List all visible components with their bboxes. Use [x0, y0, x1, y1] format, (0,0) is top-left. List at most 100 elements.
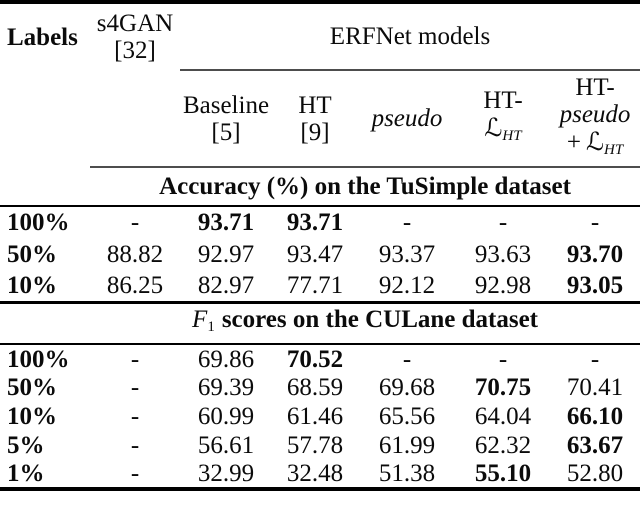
column-header-s4gan: s4GAN [32] [90, 2, 180, 70]
column-header-ht-pseudo-lht: HT- pseudo + ℒHT [550, 70, 640, 168]
metric-cell: - [402, 209, 412, 236]
metric-cell: 69.68 [378, 374, 436, 401]
metric-cell: 93.37 [378, 240, 436, 268]
metric-cell: - [498, 209, 508, 236]
metric-cell: 77.71 [272, 270, 358, 304]
metric-cell: 57.78 [286, 432, 344, 459]
row-label: 1% [7, 460, 45, 487]
table-row: 5% - 56.61 57.78 61.99 62.32 63.67 [0, 431, 640, 460]
section-title-text: scores on the CULane dataset [221, 305, 538, 333]
row-label: 10% [0, 270, 90, 304]
column-header-ht-lht: HT- ℒHT [456, 70, 550, 168]
row-label: 100% [7, 209, 70, 236]
table-row: 10% 86.25 82.97 77.71 92.12 92.98 93.05 [0, 270, 640, 304]
loss-subscript: HT [502, 128, 522, 144]
ht-name: HT [298, 91, 332, 119]
metric-cell: 93.63 [474, 240, 532, 268]
metric-cell: 93.71 [286, 209, 344, 236]
header-row-groups: Labels s4GAN [32] ERFNet models [0, 2, 640, 71]
row-label: 5% [7, 432, 45, 459]
metric-cell: 55.10 [474, 460, 532, 487]
empty-cell [90, 70, 180, 168]
metric-cell: 60.99 [197, 403, 255, 430]
metric-cell: 92.12 [358, 270, 456, 304]
f1-subscript: 1 [207, 318, 215, 335]
loss-subscript: HT [603, 141, 624, 158]
ht-lht-loss: ℒHT [456, 114, 550, 150]
metric-cell: - [130, 460, 140, 487]
metric-cell: 62.32 [474, 432, 532, 459]
metric-cell: 92.98 [456, 270, 550, 304]
metric-cell: - [590, 345, 600, 373]
metric-cell: 93.70 [566, 240, 624, 268]
section-title-culane: F1 scores on the CULane dataset [90, 302, 640, 345]
metric-cell: 93.05 [550, 270, 640, 304]
empty-cell [0, 70, 90, 167]
ht-lht-prefix: HT- [483, 87, 523, 114]
labels-column-header: Labels [7, 23, 78, 51]
metric-cell: 69.39 [197, 374, 255, 401]
ht-citation: [9] [300, 118, 330, 146]
row-label: 50% [7, 240, 57, 268]
ht-pseudo-loss: + ℒHT [550, 128, 640, 164]
row-label: 100% [7, 345, 70, 373]
table-row: 10% - 60.99 61.46 65.56 64.04 66.10 [0, 402, 640, 431]
group-header-erfnet-models: ERFNet models [180, 2, 640, 71]
metric-cell: 93.47 [286, 240, 344, 268]
metric-cell: 32.99 [197, 460, 255, 487]
baseline-citation: [5] [211, 118, 241, 146]
table-row: 50% - 69.39 68.59 69.68 70.75 70.41 [0, 373, 640, 402]
metric-cell: 65.56 [378, 403, 436, 430]
metric-cell: 63.67 [566, 432, 624, 459]
metric-cell: - [498, 345, 508, 373]
plus-sign: + [566, 128, 581, 156]
metric-cell: - [590, 209, 600, 236]
metric-cell: - [402, 345, 412, 373]
metric-cell: 32.48 [286, 460, 344, 487]
baseline-name: Baseline [182, 91, 270, 119]
table-row: 1% - 32.99 32.48 51.38 55.10 52.80 [0, 460, 640, 489]
metric-cell: - [130, 209, 140, 236]
ht-pseudo-prefix: HT- [575, 73, 615, 101]
row-label: 50% [7, 374, 57, 401]
column-header-baseline: Baseline [5] [180, 70, 272, 168]
f1-symbol: F [192, 305, 208, 333]
metric-cell: 66.10 [566, 403, 624, 430]
section-title-tusimple: Accuracy (%) on the TuSimple dataset [90, 167, 640, 207]
metric-cell: 61.46 [286, 403, 344, 430]
metric-cell: - [130, 345, 140, 373]
metric-cell: - [130, 432, 140, 459]
metric-cell: 70.75 [474, 374, 532, 401]
table-row: 50% 88.82 92.97 93.47 93.37 93.63 93.70 [0, 238, 640, 270]
metric-cell: 64.04 [474, 403, 532, 430]
metric-cell: 68.59 [286, 374, 344, 401]
metric-cell: 70.41 [566, 374, 624, 401]
metric-cell: 93.71 [197, 209, 255, 236]
metric-cell: 51.38 [378, 460, 436, 487]
metric-cell: 56.61 [197, 432, 255, 459]
section-header-tusimple: Accuracy (%) on the TuSimple dataset [0, 167, 640, 207]
metric-cell: - [130, 374, 140, 401]
results-table: Labels s4GAN [32] ERFNet models Baseline… [0, 0, 640, 491]
metric-cell: 69.86 [197, 345, 255, 373]
empty-cell [0, 302, 90, 345]
section-header-culane: F1 scores on the CULane dataset [0, 302, 640, 345]
metric-cell: 92.97 [197, 240, 255, 268]
s4gan-name: s4GAN [96, 10, 174, 37]
header-row-models: Baseline [5] HT [9] pseudo HT- ℒHT HT- p… [0, 70, 640, 168]
row-label: 10% [7, 403, 57, 430]
script-l-symbol: ℒ [484, 113, 503, 142]
ht-pseudo-mid: pseudo [559, 100, 631, 128]
column-header-pseudo: pseudo [358, 70, 456, 168]
table-row: 100% - 69.86 70.52 - - - [0, 344, 640, 373]
metric-cell: 86.25 [90, 270, 180, 304]
metric-cell: - [130, 403, 140, 430]
metric-cell: 52.80 [566, 460, 624, 487]
table-row: 100% - 93.71 93.71 - - - [0, 206, 640, 238]
metric-cell: 61.99 [378, 432, 436, 459]
column-header-ht: HT [9] [272, 70, 358, 168]
script-l-symbol: ℒ [585, 126, 604, 156]
empty-cell [0, 167, 90, 207]
metric-cell: 82.97 [180, 270, 272, 304]
metric-cell: 88.82 [106, 240, 164, 268]
